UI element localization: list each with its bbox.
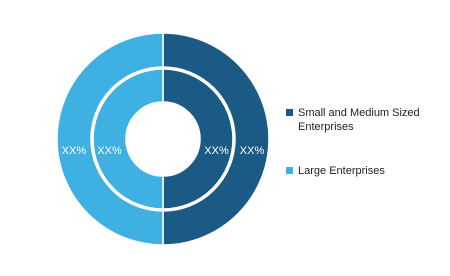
legend-entry: Large Enterprises	[286, 164, 446, 178]
data-label: XX%	[204, 145, 229, 157]
donut-segment	[56, 32, 164, 246]
data-label: XX%	[97, 145, 122, 157]
donut-segment	[92, 68, 164, 210]
donut-segment	[162, 68, 234, 210]
legend-label: Small and Medium Sized Enterprises	[298, 107, 420, 133]
legend-swatch	[286, 167, 293, 174]
donut-segment	[162, 32, 270, 246]
data-label: XX%	[240, 145, 265, 157]
legend-label: Large Enterprises	[298, 165, 385, 177]
legend-entry: Small and Medium Sized Enterprises	[286, 106, 446, 134]
legend-swatch	[286, 109, 293, 116]
data-label: XX%	[62, 145, 87, 157]
